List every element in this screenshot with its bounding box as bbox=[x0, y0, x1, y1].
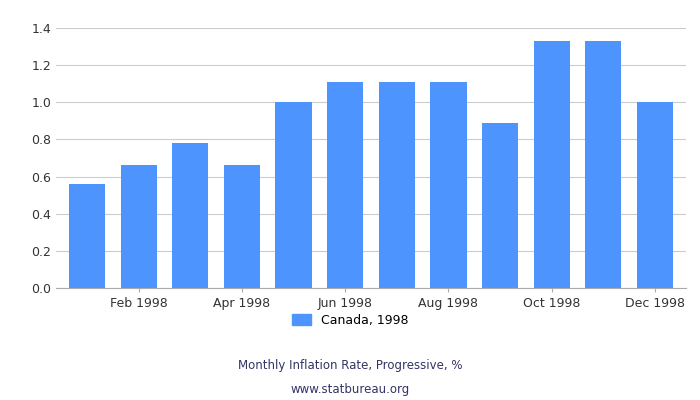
Bar bbox=[69, 184, 105, 288]
Text: Monthly Inflation Rate, Progressive, %: Monthly Inflation Rate, Progressive, % bbox=[238, 360, 462, 372]
Bar bbox=[327, 82, 363, 288]
Bar bbox=[379, 82, 415, 288]
Bar bbox=[224, 166, 260, 288]
Bar bbox=[120, 166, 157, 288]
Bar bbox=[430, 82, 466, 288]
Bar bbox=[585, 41, 622, 288]
Legend: Canada, 1998: Canada, 1998 bbox=[287, 309, 413, 332]
Bar bbox=[533, 41, 570, 288]
Bar bbox=[172, 143, 209, 288]
Bar bbox=[482, 123, 518, 288]
Text: www.statbureau.org: www.statbureau.org bbox=[290, 384, 410, 396]
Bar bbox=[276, 102, 312, 288]
Bar bbox=[637, 102, 673, 288]
